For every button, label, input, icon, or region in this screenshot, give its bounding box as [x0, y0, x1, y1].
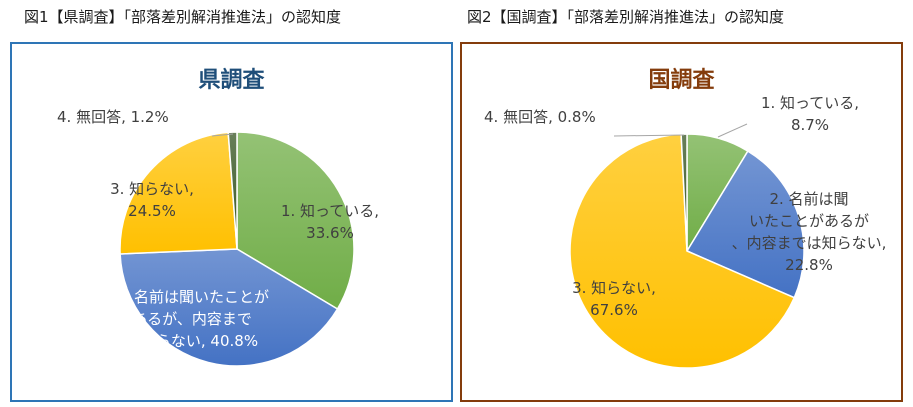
national-survey-heading: 国調査 — [648, 68, 715, 93]
leader-line-1 — [211, 133, 234, 137]
data-label-3: 3. 知らない, 24.5% — [110, 180, 194, 220]
pie-slice-2 — [685, 150, 805, 299]
leader-line-1 — [717, 123, 748, 138]
data-label-3: 3. 知らない, 67.6% — [572, 279, 656, 319]
data-label-2: 2. 名前は聞いたことがあるが、内容までは知らない, 40.8% — [115, 288, 269, 350]
leader-line-2 — [613, 134, 685, 137]
data-label-4: 4. 無回答, 0.8% — [484, 108, 596, 126]
figure2-title: 図2【国調査】「部落差別解消推進法」の認知度 — [467, 8, 785, 26]
pie-slice-2 — [119, 248, 339, 367]
pie-slice-1 — [236, 131, 355, 311]
national-survey-panel: 国調査 1. 知っている, 8.7% 2. 名前は聞いたことがあるが、内容までは知ら… — [460, 42, 903, 402]
prefecture-survey-panel: 県調査 1. 知っている, 33.6% 2. 名前は聞いたことがあるが、内容までは知… — [10, 42, 453, 402]
data-label-1: 1. 知っている, 8.7% — [761, 94, 859, 134]
national-pie-chart: 1. 知っている, 8.7% 2. 名前は聞いたことがあるが、内容までは知らない, 2… — [484, 94, 887, 369]
pie-slice-4 — [680, 133, 688, 252]
data-label-2: 2. 名前は聞いたことがあるが、内容までは知らない, 22.8% — [732, 190, 887, 274]
data-label-1: 1. 知っている, 33.6% — [281, 202, 379, 242]
figure1-title: 図1【県調査】「部落差別解消推進法」の認知度 — [24, 8, 342, 26]
pie-slice-3 — [569, 133, 796, 369]
data-label-4: 4. 無回答, 1.2% — [57, 108, 169, 126]
pie-slice-3 — [119, 131, 238, 255]
prefecture-survey-heading: 県調査 — [198, 68, 265, 93]
prefecture-pie-chart: 1. 知っている, 33.6% 2. 名前は聞いたことがあるが、内容までは知らない,… — [57, 108, 379, 367]
pie-slice-4 — [227, 131, 238, 250]
